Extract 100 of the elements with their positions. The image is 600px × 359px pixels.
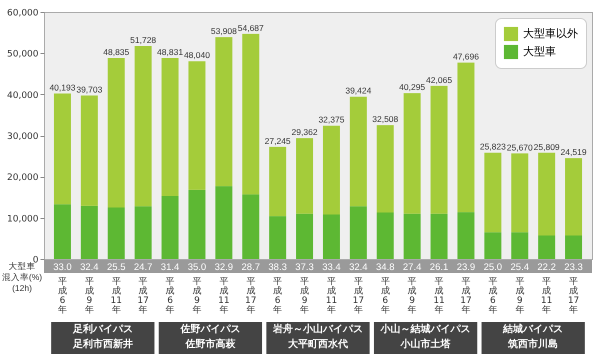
text: 35.0 — [188, 262, 206, 273]
y-tick-label: 20,000 — [7, 173, 39, 184]
text: 足利バイパス — [72, 323, 133, 335]
text: 38.3 — [268, 262, 287, 273]
bar — [296, 214, 314, 259]
total-label: 39,703 — [76, 84, 103, 95]
bar — [54, 94, 71, 204]
bar — [269, 146, 286, 216]
bar — [162, 58, 179, 196]
x-tick-label: 平成9年 — [300, 277, 310, 316]
bar — [538, 236, 556, 259]
bar — [404, 214, 421, 259]
text: 佐野バイパス — [179, 323, 240, 335]
text: 筑西市川島 — [507, 338, 558, 350]
x-tick-label: 平成11年 — [433, 277, 445, 316]
total-label: 27,245 — [264, 136, 291, 146]
text: 32.4 — [349, 262, 368, 273]
text: 23.3 — [564, 262, 583, 273]
total-label: 29,362 — [292, 127, 318, 138]
text: 岩舟～小山バイパス — [272, 323, 363, 335]
legend-label: 大型車 — [523, 45, 556, 58]
text: 25.0 — [484, 262, 502, 273]
bar — [296, 138, 314, 214]
total-label: 48,835 — [103, 46, 130, 57]
total-label: 25,670 — [506, 142, 534, 152]
x-tick-label: 平成11年 — [110, 277, 122, 316]
x-tick-label: 平成17年 — [568, 277, 580, 316]
bar — [188, 61, 206, 190]
bar — [80, 206, 98, 259]
bar — [134, 206, 152, 259]
text: 足利市西新井 — [72, 338, 133, 350]
text: 32.4 — [80, 262, 99, 273]
total-label: 40,193 — [49, 82, 76, 93]
bar — [457, 62, 474, 212]
text: 混入率(%) — [2, 272, 42, 282]
text: 27.4 — [402, 262, 422, 273]
bar — [538, 152, 556, 236]
x-tick-label: 平成6年 — [488, 277, 498, 316]
bar — [242, 194, 260, 259]
total-label: 32,375 — [318, 114, 345, 125]
bar — [350, 206, 367, 259]
bar — [404, 93, 421, 214]
x-tick-label: 平成17年 — [352, 277, 364, 316]
text: 23.9 — [456, 262, 476, 273]
total-label: 24,519 — [560, 147, 587, 158]
total-label: 54,687 — [238, 22, 264, 33]
bar — [511, 232, 528, 259]
text: 大型車 — [8, 261, 36, 271]
bar — [162, 196, 179, 259]
bar — [565, 236, 582, 259]
y-tick-label: 30,000 — [7, 132, 39, 142]
text: 小山～結城バイパス — [380, 323, 471, 335]
bar — [484, 152, 502, 232]
bar — [511, 153, 528, 232]
total-label: 48,831 — [157, 46, 184, 57]
x-tick-label: 平成9年 — [515, 277, 524, 316]
x-tick-label: 平成6年 — [380, 277, 390, 316]
text: 24.7 — [134, 262, 152, 273]
x-tick-label: 平成17年 — [460, 277, 472, 316]
bar — [376, 212, 394, 259]
bar — [350, 96, 367, 206]
bar — [269, 216, 286, 259]
text: 34.8 — [376, 262, 394, 273]
bar — [215, 186, 232, 259]
text: 25.5 — [107, 262, 126, 273]
x-tick-label: 平成9年 — [84, 277, 94, 316]
y-tick-label: 10,000 — [7, 214, 39, 224]
bar — [54, 204, 71, 259]
y-tick-label: 60,000 — [7, 8, 39, 18]
bar — [215, 37, 232, 186]
x-tick-label: 平成6年 — [58, 277, 67, 316]
total-label: 25,809 — [534, 142, 560, 152]
total-label: 47,696 — [452, 52, 480, 62]
bar — [242, 34, 260, 194]
text: (12h) — [12, 283, 32, 293]
total-label: 25,823 — [480, 142, 506, 152]
y-tick-label: 50,000 — [7, 50, 39, 60]
x-tick-label: 平成6年 — [166, 277, 175, 316]
total-label: 40,295 — [399, 82, 426, 92]
total-label: 42,065 — [426, 74, 452, 85]
bar — [322, 214, 340, 259]
bar — [484, 232, 502, 259]
bar — [188, 190, 206, 259]
text: 28.7 — [242, 262, 260, 273]
bar — [430, 214, 448, 259]
bar — [565, 158, 582, 236]
text: 26.1 — [430, 262, 448, 273]
total-label: 32,508 — [372, 114, 399, 124]
bar — [80, 96, 98, 206]
x-tick-label: 平成9年 — [192, 277, 202, 316]
bar — [457, 212, 474, 259]
total-label: 53,908 — [210, 26, 238, 36]
bar — [108, 208, 125, 259]
y-tick-label: 40,000 — [7, 90, 39, 101]
x-tick-label: 平成11年 — [218, 277, 230, 316]
bar — [376, 125, 394, 212]
text: 25.4 — [510, 262, 529, 273]
x-tick-label: 平成17年 — [245, 277, 256, 316]
bar — [108, 58, 125, 208]
text: 37.3 — [295, 262, 314, 273]
